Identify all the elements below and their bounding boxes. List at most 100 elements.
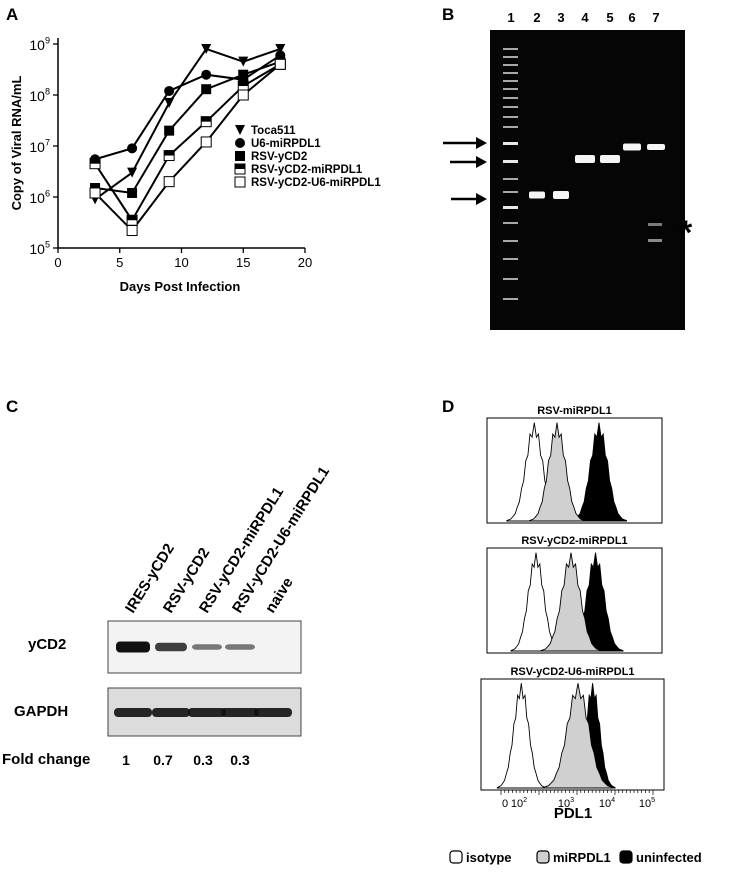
gel-ladder-band-3 [503, 72, 518, 74]
gel-arrow-top [443, 137, 487, 149]
gel-lane-label-6: 7 [652, 10, 659, 25]
gel-lane-label-4: 5 [606, 10, 613, 25]
a-point-4-4 [237, 89, 249, 101]
a-point-3-0-fill [90, 158, 101, 164]
gel-asterisk: * [679, 214, 693, 252]
a-legend-marker-3 [234, 163, 246, 175]
a-y-tick-label-4: 109 [29, 36, 50, 53]
a-series-line-2 [94, 60, 281, 195]
fold-change-value-0: 1 [122, 752, 130, 768]
a-y-tick-label-3: 108 [29, 87, 50, 104]
a-legend-label-2: RSV-yCD2 [251, 151, 307, 163]
a-y-tick-label-2: 107 [29, 138, 50, 155]
panel-d-letter: D [442, 397, 454, 416]
gel-ladder-band-5 [503, 88, 518, 90]
a-point-1-2 [164, 85, 175, 96]
a-legend-marker-0 [235, 125, 245, 135]
gel-ladder-band-4 [503, 80, 518, 82]
gel-lane-label-3: 4 [581, 10, 589, 25]
flow-legend-swatch-1 [536, 850, 550, 864]
gel-ladder-band-1 [503, 56, 518, 58]
flow-legend-swatch-2 [619, 850, 633, 864]
flow-x-axis-label: PDL1 [554, 805, 592, 822]
a-point-3-3 [200, 116, 212, 128]
a-series-line-1 [94, 54, 281, 161]
gel-ladder-band-6 [503, 97, 518, 99]
flow-legend-swatch-0 [449, 850, 463, 864]
flow-peak-1-1 [540, 552, 602, 652]
gel-lane-label-2: 3 [557, 10, 564, 25]
panel-b-letter: B [442, 5, 454, 24]
flow-histogram-2: RSV-yCD2-U6-miRPDL1 [480, 666, 665, 791]
gel-ladder-band-19 [503, 298, 518, 300]
gel-ladder-band-15 [503, 222, 518, 224]
ycd2-band-0 [116, 641, 150, 653]
flow-frame-0 [486, 417, 663, 524]
panel-d: D RSV-miRPDL1 RSV-yCD2-miRPDL1 RSV-yCD2-U6… [442, 397, 702, 865]
flow-peak-2-0 [496, 683, 546, 789]
gel-lane-label-0: 1 [507, 10, 514, 25]
gel-ladder-band-8 [503, 116, 518, 118]
gapdh-band-2 [188, 708, 226, 717]
ycd2-band-1 [155, 642, 187, 652]
a-legend-marker-1 [235, 138, 245, 148]
gapdh-band-1 [152, 708, 190, 717]
fold-change-value-1: 0.7 [153, 752, 173, 768]
gel-ladder-band-2 [503, 64, 518, 66]
panel-a-letter: A [6, 5, 18, 24]
a-legend-marker-4 [234, 176, 246, 188]
a-point-0-1 [127, 167, 138, 178]
ycd2-band-2 [192, 644, 222, 650]
flow-histogram-0: RSV-miRPDL1 [486, 405, 663, 524]
gel-ladder-band-10 [503, 142, 518, 145]
a-point-3-1-fill [127, 215, 138, 221]
a-point-2-1 [127, 187, 138, 198]
a-legend-label-1: U6-miRPDL1 [251, 138, 321, 150]
gapdh-band-3 [221, 708, 259, 717]
gel-ladder-band-16 [503, 240, 518, 242]
gel-band-lane-2 [529, 191, 545, 199]
a-point-3-0 [89, 158, 101, 170]
flow-peak-0-2 [571, 422, 627, 522]
flow-x-tick-label-3: 105 [639, 796, 655, 810]
gel-ladder-band-9 [503, 126, 518, 128]
gel-lane-label-1: 2 [533, 10, 540, 25]
flow-x-tick-label-2: 104 [599, 796, 615, 810]
flow-peak-2-1 [542, 683, 614, 789]
gel-band-lane-7 [647, 144, 665, 150]
a-point-3-2-fill [164, 150, 175, 156]
gel-faint-band-a [648, 223, 662, 226]
gel-ladder-band-0 [503, 48, 518, 50]
a-point-1-3 [201, 69, 212, 80]
gel-image [490, 30, 685, 330]
a-y-tick-label-1: 106 [29, 189, 50, 206]
gel-lane-label-5: 6 [628, 10, 635, 25]
gel-ladder-band-17 [503, 258, 518, 260]
a-point-2-2 [164, 125, 175, 136]
gel-ladder-band-18 [503, 278, 518, 280]
a-legend-label-0: Toca511 [251, 125, 296, 137]
fold-change-value-2: 0.3 [193, 752, 213, 768]
panel-a-x-axis-label: Days Post Infection [120, 279, 241, 294]
gel-band-lane-3 [553, 191, 569, 199]
a-point-4-1 [126, 225, 138, 237]
gapdh-band-0 [114, 708, 152, 717]
ycd2-band-3 [225, 644, 255, 650]
flow-legend-label-0: isotype [466, 850, 512, 865]
flow-legend-label-1: miRPDL1 [553, 850, 611, 865]
a-x-tick-label-2: 10 [174, 255, 188, 270]
flow-x-tick-label-0: 102 [511, 796, 527, 810]
gel-ladder-band-13 [503, 191, 518, 193]
a-point-3-3-fill [201, 116, 212, 122]
a-point-4-0 [89, 187, 101, 199]
panel-c: C IRES-yCD2RSV-yCD2RSV-yCD2-miRPDL1RSV-y… [2, 397, 333, 768]
a-point-3-4-fill [238, 81, 249, 87]
a-point-0-3 [201, 43, 212, 54]
a-x-tick-label-3: 15 [236, 255, 250, 270]
a-point-3-2 [163, 150, 175, 162]
fold-change-value-3: 0.3 [230, 752, 250, 768]
fold-change-label: Fold change [2, 751, 90, 768]
gapdh-row-label: GAPDH [14, 703, 68, 720]
flow-histogram-1: RSV-yCD2-miRPDL1 [486, 535, 663, 654]
flow-x-tick-zero: 0 [502, 798, 508, 810]
